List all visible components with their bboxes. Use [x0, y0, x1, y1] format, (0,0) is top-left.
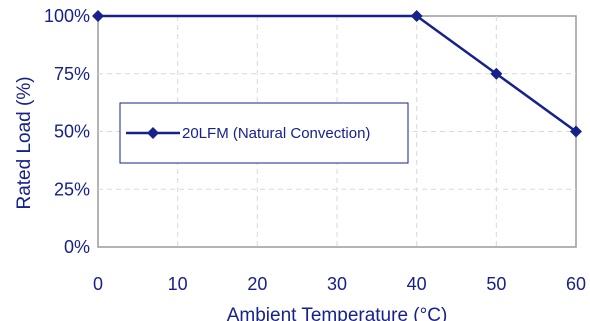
- y-tick-label: 0%: [64, 237, 90, 257]
- x-tick-label: 0: [93, 274, 103, 294]
- x-tick-label: 10: [168, 274, 188, 294]
- data-point-marker: [570, 125, 582, 138]
- x-tick-label: 60: [566, 274, 586, 294]
- legend-label: 20LFM (Natural Convection): [182, 125, 370, 142]
- y-tick-label: 100%: [44, 6, 90, 26]
- data-point-marker: [92, 10, 104, 22]
- series-group: [92, 10, 582, 138]
- data-point-marker: [410, 10, 423, 22]
- x-tick-label: 30: [327, 274, 347, 294]
- series-line: [98, 14, 577, 133]
- x-tick-label: 50: [486, 274, 506, 294]
- y-tick-label: 50%: [54, 122, 90, 142]
- data-point-marker: [490, 67, 503, 80]
- legend: 20LFM (Natural Convection): [119, 102, 409, 164]
- x-tick-label: 20: [247, 274, 267, 294]
- x-tick-label: 40: [407, 274, 427, 294]
- y-tick-label: 75%: [54, 64, 90, 84]
- y-axis-ticks: 0% 25% 50% 75% 100%: [44, 6, 90, 257]
- legend-marker-swatch: [147, 127, 159, 139]
- y-axis-title: Rated Load (%): [14, 76, 35, 209]
- y-tick-label: 25%: [54, 179, 90, 199]
- x-axis-title: Ambient Temperature (°C): [227, 305, 448, 321]
- x-axis-ticks: 0 10 20 30 40 50 60: [93, 274, 586, 294]
